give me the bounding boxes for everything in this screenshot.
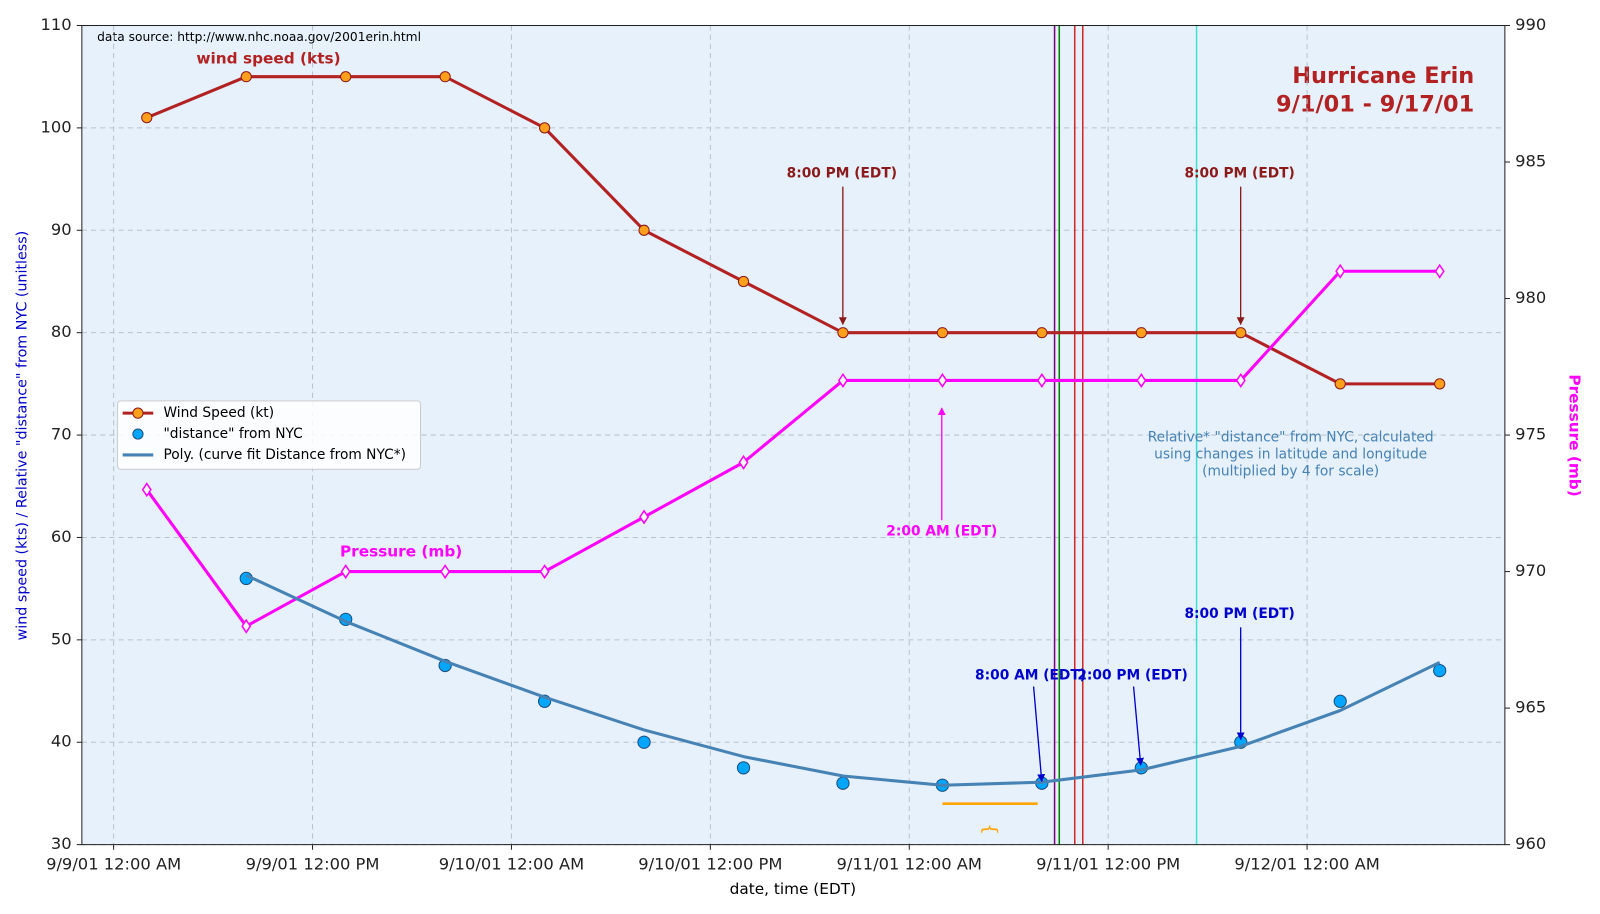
marker [937,372,948,388]
chart-subtitle: 9/1/01 - 9/17/01 [1276,92,1474,118]
y-axis-label: wind speed (kts) / Relative "distance" f… [15,231,31,641]
chart-title: Hurricane Erin [1292,63,1474,89]
marker [1235,372,1246,388]
marker [1334,378,1346,390]
y-tick-label: 100 [41,117,72,136]
marker [538,122,551,134]
series-line [146,75,1440,386]
marker [738,454,749,470]
series-line [245,573,1441,787]
note-line: using changes in latitude and longitude [1154,446,1427,462]
marker [1433,663,1447,678]
note-line: (multiplied by 4 for scale) [1202,463,1379,479]
marker [638,224,650,236]
marker [639,509,650,525]
annotation-arrow [1132,686,1145,766]
marker [340,564,351,580]
marker [737,275,750,288]
marker [1036,327,1048,339]
y-tick-label: 60 [51,527,72,546]
y2-tick-label: 990 [1515,15,1546,34]
series-line [145,269,1440,628]
legend-box [117,400,422,470]
annotation: 8:00 PM (EDT) [787,165,897,181]
marker [539,564,550,580]
marker [1136,372,1147,388]
x-tick-label: 9/11/01 12:00 PM [1036,855,1180,874]
legend-label: Wind Speed (kt) [163,405,274,421]
annotation: 8:00 PM (EDT) [1184,606,1294,622]
x-tick-label: 9/12/01 12:00 AM [1234,855,1380,874]
marker [439,71,451,83]
marker [1434,378,1446,390]
marker [1434,263,1445,279]
y2-tick-label: 980 [1515,288,1546,307]
y2-tick-label: 970 [1515,561,1546,580]
series-label: Pressure (mb) [340,542,462,560]
legend-marker [132,428,144,440]
annotation: 8:00 PM (EDT) [1184,165,1294,181]
marker [936,327,949,339]
annotation: 8:00 AM (EDT) [975,667,1086,683]
y2-tick-label: 975 [1515,425,1546,444]
plot-frame [81,24,1506,846]
marker [141,112,153,124]
y-tick-label: 80 [51,322,72,341]
x-tick-label: 9/10/01 12:00 PM [638,855,782,874]
marker [836,776,850,790]
y2-tick-label: 985 [1515,152,1546,171]
marker [837,327,849,339]
source-note: data source: http://www.nhc.noaa.gov/200… [97,30,421,44]
y2-tick-label: 965 [1515,698,1546,717]
annotation: 2:00 PM (EDT) [1077,667,1187,683]
x-tick-label: 9/9/01 12:00 PM [246,855,380,874]
marker [141,482,152,498]
marker [440,564,451,580]
legend-label: Poly. (curve fit Distance from NYC*) [163,447,406,463]
annotation-arrow [1032,686,1046,783]
x-tick-label: 9/9/01 12:00 AM [46,855,181,874]
note-line: Relative* "distance" from NYC, calculate… [1148,430,1434,446]
marker [241,618,252,634]
y2-tick-label: 960 [1515,834,1546,853]
x-tick-label: 9/11/01 12:00 AM [837,855,983,874]
marker [1036,372,1047,388]
x-tick-label: 9/10/01 12:00 AM [439,855,584,874]
legend-label: "distance" from NYC [163,426,302,442]
annotation: 2:00 AM (EDT) [886,523,997,539]
y-tick-label: 110 [41,15,72,34]
marker [637,735,651,749]
y-tick-label: 30 [51,834,72,853]
series-label: wind speed (kts) [196,50,340,68]
marker [1235,327,1247,339]
marker [1135,327,1147,339]
marker [1333,694,1347,708]
legend-marker [132,407,144,419]
y-tick-label: 40 [51,732,72,751]
marker [240,71,252,83]
span-brace: } [979,823,1000,835]
marker [1335,263,1346,279]
y-tick-label: 90 [51,220,72,239]
y-tick-label: 70 [51,425,72,444]
marker [837,372,848,388]
marker [340,71,352,83]
y-tick-label: 50 [51,629,72,648]
x-axis-label: date, time (EDT) [730,880,856,898]
marker [736,761,751,775]
y2-axis-label: Pressure (mb) [1566,374,1584,496]
